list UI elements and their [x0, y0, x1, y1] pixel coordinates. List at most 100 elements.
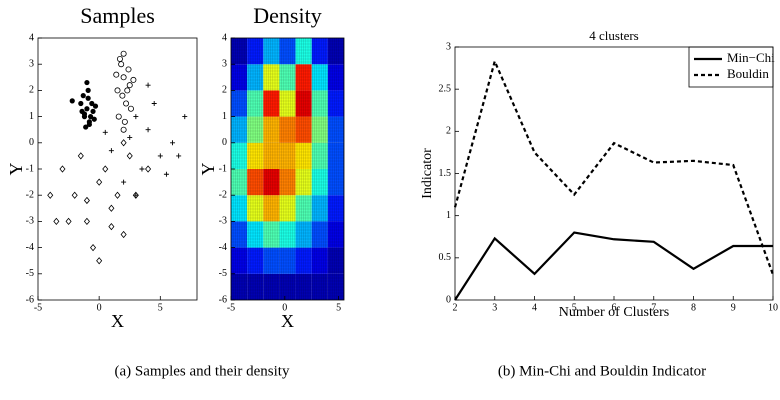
y-tick-label: -4: [26, 242, 34, 253]
y-tick-label: 0.5: [439, 252, 452, 263]
heat-cell: [295, 247, 312, 274]
heat-cell: [311, 169, 328, 196]
point: [87, 114, 94, 120]
point: [53, 217, 60, 226]
heat-cell: [327, 221, 344, 248]
caption: (a) Samples and their density: [115, 363, 290, 379]
chart-title: Density: [253, 3, 321, 28]
point: [108, 223, 115, 231]
x-tick-label: 5: [158, 302, 163, 313]
y-axis-label: Y: [6, 163, 26, 176]
heat-cell: [231, 247, 248, 274]
point: [108, 204, 115, 212]
heat-cell: [263, 90, 280, 117]
y-axis-label: Indicator: [420, 148, 435, 199]
point: [145, 165, 152, 173]
point: [102, 129, 108, 135]
x-axis-label: X: [281, 311, 294, 331]
x-tick-label: 10: [768, 302, 778, 313]
heat-cell: [311, 273, 328, 300]
x-tick-label: 6: [612, 302, 617, 313]
heat-cell: [279, 142, 296, 169]
point: [170, 140, 176, 146]
x-tick-label: -5: [34, 302, 42, 313]
y-tick-label: 4: [222, 32, 227, 43]
point: [90, 108, 96, 114]
point: [114, 87, 121, 94]
point: [81, 111, 88, 117]
point: [92, 103, 99, 109]
y-tick-label: 1: [222, 111, 227, 122]
x-tick-label: 7: [651, 302, 656, 313]
point: [121, 179, 127, 185]
heat-cell: [231, 90, 248, 117]
y-tick-label: 0: [222, 137, 227, 148]
point: [120, 139, 127, 147]
heat-cell: [327, 90, 344, 117]
chart-title: 4 clusters: [589, 28, 638, 43]
point: [83, 217, 90, 226]
point: [83, 124, 89, 130]
x-tick-label: 4: [532, 302, 537, 313]
heat-cell: [263, 38, 280, 65]
heat-cell: [279, 221, 296, 248]
x-tick-label: 5: [572, 302, 577, 313]
point: [163, 171, 169, 177]
y-tick-label: 2.5: [439, 83, 452, 94]
heat-cell: [279, 169, 296, 196]
point: [85, 87, 91, 93]
heat-cell: [263, 195, 280, 222]
heat-cell: [295, 195, 312, 222]
point: [116, 55, 123, 62]
heat-cell: [279, 38, 296, 65]
y-tick-label: 3: [222, 58, 227, 69]
heat-cell: [327, 64, 344, 91]
y-tick-label: -3: [219, 216, 227, 227]
heat-cell: [327, 38, 344, 65]
point: [77, 152, 84, 160]
point: [84, 79, 90, 86]
point: [59, 165, 66, 173]
heat-cell: [279, 64, 296, 91]
y-tick-label: 3: [29, 58, 34, 69]
point: [130, 76, 137, 83]
plot: [230, 37, 344, 300]
point: [132, 191, 139, 199]
point: [69, 98, 75, 104]
chart-title: Samples: [80, 3, 155, 28]
y-tick-label: 1: [446, 210, 451, 221]
y-tick-label: 2: [29, 85, 34, 96]
heat-cell: [327, 247, 344, 274]
point: [113, 71, 120, 78]
heat-cell: [247, 116, 264, 143]
y-tick-label: -6: [26, 294, 34, 305]
heat-cell: [263, 169, 280, 196]
point: [133, 192, 139, 198]
y-tick-label: -5: [26, 268, 34, 279]
heat-cell: [279, 195, 296, 222]
line: [454, 231, 773, 301]
line: [453, 58, 775, 276]
point: [120, 74, 127, 81]
point: [115, 113, 122, 120]
heat-cell: [231, 38, 248, 65]
heat-cell: [327, 273, 344, 300]
heat-cell: [279, 116, 296, 143]
x-tick-label: 0: [282, 302, 287, 313]
point: [80, 93, 86, 99]
y-tick-label: -6: [219, 294, 227, 305]
x-axis-label: X: [111, 311, 124, 331]
heat-cell: [311, 247, 328, 274]
heat-cell: [247, 142, 264, 169]
caption: (b) Min-Chi and Bouldin Indicator: [498, 363, 706, 379]
point: [120, 230, 127, 239]
heat-cell: [327, 169, 344, 196]
point: [151, 101, 157, 106]
point: [123, 100, 130, 107]
point: [83, 196, 90, 205]
point: [157, 153, 163, 159]
heat-cell: [327, 116, 344, 143]
point: [121, 118, 128, 125]
